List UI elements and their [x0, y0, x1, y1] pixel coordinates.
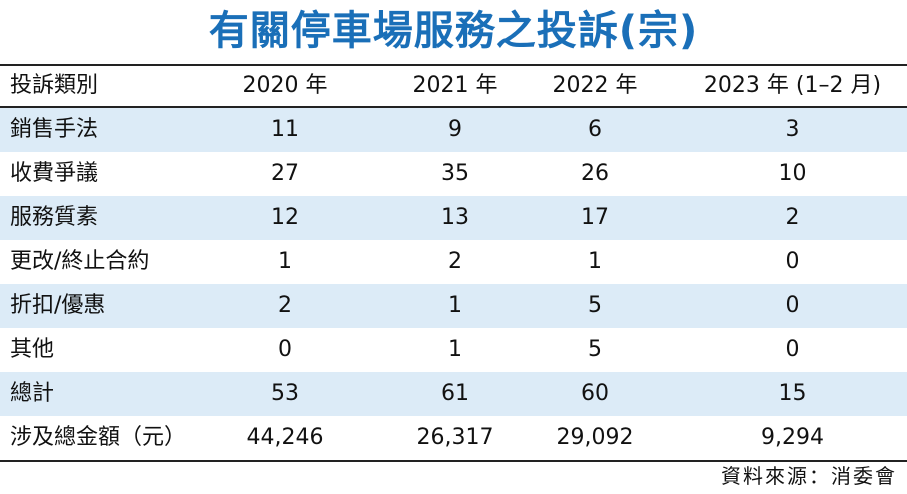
page-title: 有關停車場服務之投訴(宗) [208, 8, 699, 54]
row-category: 銷售手法 [10, 117, 99, 142]
cell-value: 29,092 [556, 425, 634, 450]
complaints-table: 投訴類別 2020 年 2021 年 2022 年 2023 年 (1–2 月)… [0, 64, 907, 462]
cell-value: 15 [778, 381, 807, 406]
cell-value: 60 [581, 381, 609, 406]
cell-value: 0 [278, 337, 292, 362]
cell-value: 44,246 [246, 425, 324, 450]
row-category: 涉及總金額（元） [10, 425, 187, 450]
cell-value: 61 [441, 381, 469, 406]
cell-value: 5 [588, 337, 602, 362]
row-category: 收費爭議 [10, 161, 99, 186]
row-category: 服務質素 [10, 205, 99, 230]
cell-value: 27 [271, 161, 299, 186]
table-header-row: 投訴類別 2020 年 2021 年 2022 年 2023 年 (1–2 月) [0, 64, 907, 108]
cell-value: 26 [581, 161, 609, 186]
source-note: 資料來源：消委會 [721, 464, 897, 488]
row-category: 其他 [10, 337, 55, 362]
cell-value: 12 [271, 205, 299, 230]
cell-value: 53 [271, 381, 299, 406]
table-row: 更改/終止合約 1 2 1 0 [0, 240, 907, 284]
cell-value: 1 [278, 249, 292, 274]
row-category: 折扣/優惠 [10, 293, 106, 318]
table-row: 收費爭議 27 35 26 10 [0, 152, 907, 196]
table-row-amount: 涉及總金額（元） 44,246 26,317 29,092 9,294 [0, 416, 907, 462]
table-row: 銷售手法 11 9 6 3 [0, 108, 907, 152]
cell-value: 13 [441, 205, 469, 230]
column-header-category: 投訴類別 [10, 73, 99, 98]
row-category: 更改/終止合約 [10, 249, 150, 274]
cell-value: 0 [785, 293, 800, 318]
cell-value: 0 [785, 249, 800, 274]
column-header-2020: 2020 年 [242, 73, 328, 98]
cell-value: 3 [785, 117, 800, 142]
table-row-total: 總計 53 61 60 15 [0, 372, 907, 416]
cell-value: 2 [785, 205, 800, 230]
column-header-2021: 2021 年 [412, 73, 498, 98]
table-row: 其他 0 1 5 0 [0, 328, 907, 372]
cell-value: 0 [785, 337, 800, 362]
column-header-2022: 2022 年 [552, 73, 638, 98]
cell-value: 11 [271, 117, 299, 142]
cell-value: 26,317 [416, 425, 494, 450]
cell-value: 5 [588, 293, 602, 318]
cell-value: 9 [448, 117, 462, 142]
cell-value: 6 [588, 117, 602, 142]
cell-value: 10 [778, 161, 807, 186]
cell-value: 2 [278, 293, 292, 318]
table-row: 折扣/優惠 2 1 5 0 [0, 284, 907, 328]
cell-value: 17 [581, 205, 609, 230]
cell-value: 35 [441, 161, 469, 186]
table-row: 服務質素 12 13 17 2 [0, 196, 907, 240]
row-category: 總計 [10, 381, 55, 406]
cell-value: 1 [448, 337, 462, 362]
cell-value: 1 [588, 249, 602, 274]
cell-value: 9,294 [761, 425, 824, 450]
column-header-2023: 2023 年 (1–2 月) [703, 73, 882, 98]
cell-value: 2 [448, 249, 462, 274]
cell-value: 1 [448, 293, 462, 318]
